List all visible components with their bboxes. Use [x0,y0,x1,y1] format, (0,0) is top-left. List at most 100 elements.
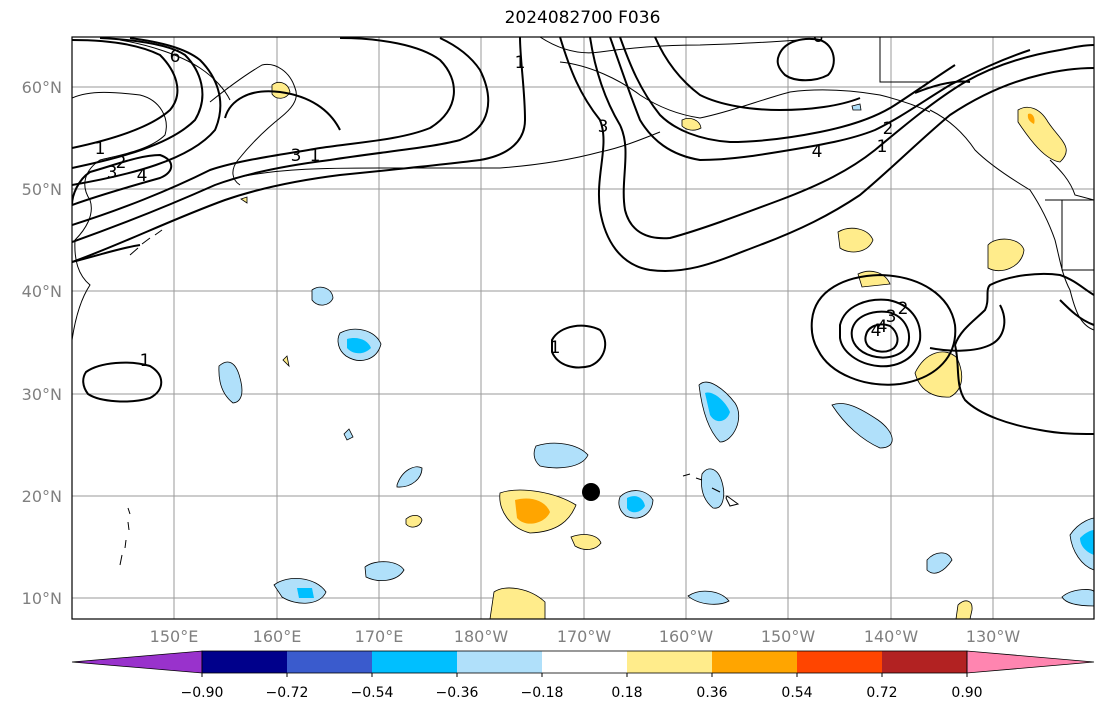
contour-line [864,323,899,353]
contour-line [72,37,455,226]
contour-line [72,37,204,169]
cool-patch [311,286,334,306]
contour-line [559,37,1094,272]
contour-label: 2 [883,119,894,139]
warm-patch [681,118,702,131]
contour-line [850,310,910,359]
contour-label: 2 [898,299,909,319]
cool-patch [687,590,730,605]
contour-line [776,37,835,82]
lon-tick-label: 160°E [253,627,302,646]
contour-label: 1 [550,338,561,358]
cool-patch [218,361,243,404]
lat-tick-label: 60°N [22,78,62,97]
contour-label: 1 [310,146,321,166]
contour-label: 3 [107,163,118,183]
storm-center-marker [582,483,600,501]
colorbar-segment [627,651,712,673]
cool-patch [396,466,423,488]
cool-core [297,588,314,598]
colorbar-tick-label: −0.72 [266,685,309,701]
contour-line [72,37,490,243]
colorbar-tick-label: 0.36 [696,685,727,701]
warm-core [1027,113,1035,124]
warm-patch [489,587,546,619]
colorbar-tick-label: −0.18 [521,685,564,701]
lon-tick-label: 180°W [454,627,509,646]
warm-patch [570,534,602,550]
contour-line [72,39,179,149]
kurile-chain [129,229,163,256]
lat-axis: 60°N 50°N 40°N 30°N 20°N 10°N [22,78,62,608]
warm-patch [955,600,973,619]
colorbar: −0.90 −0.72 −0.54 −0.36 −0.18 0.18 0.36 0.54 0.7… [71,650,1095,701]
contour-label: 6 [170,47,181,67]
contour-line [914,80,971,94]
cool-patch [831,403,893,449]
colorbar-segment [287,651,372,673]
border-line [1045,199,1094,271]
alaska-north [539,37,801,54]
contour-line [82,361,163,403]
contour-line [609,37,1031,162]
colorbar-segment [457,651,542,673]
gridlines [72,37,1094,619]
contour-line [654,37,861,112]
cool-patch [343,428,354,441]
map-title: 2024082700 F036 [504,8,661,28]
lon-axis: 150°E 160°E 170°E 180°W 170°W 160°W 150°W 140°W… [150,627,1021,646]
lon-tick-label: 160°W [659,627,714,646]
warm-patch [914,351,963,398]
lon-tick-label: 140°W [864,627,919,646]
colorbar-outline [201,650,968,674]
contour-label: 3 [886,307,897,327]
warm-patch [837,227,874,253]
lon-tick-label: 150°W [761,627,816,646]
lat-tick-label: 40°N [22,282,62,301]
cool-patch [851,103,862,111]
colorbar-tick-label: 0.54 [781,685,812,701]
contour-label: 1 [877,137,888,157]
hawaii-islands [682,473,740,507]
lon-tick-label: 170°E [355,627,404,646]
warm-patch [282,355,290,368]
warm-patch [240,196,248,204]
contour-line [72,37,222,186]
shaded-field [218,81,1094,619]
contour-line [224,90,341,131]
border-line [879,37,930,83]
colorbar-segment [202,651,287,673]
contour-label: 2 [116,153,127,173]
contour-label: 4 [137,166,148,186]
colorbar-tick-label: −0.90 [181,685,224,701]
contour-line [839,298,922,368]
contour-line [954,272,1094,346]
lat-tick-label: 10°N [22,589,62,608]
contour-label: 3 [291,146,302,166]
warm-core [515,498,550,524]
colorbar-tick-label: −0.36 [436,685,479,701]
warm-patch [405,514,423,528]
lon-tick-label: 170°W [557,627,612,646]
cool-core [347,338,371,354]
contour-label: 4 [812,142,823,162]
contour-line [619,37,956,144]
cool-patch [926,552,953,574]
warm-patch [271,81,291,99]
contour-line [929,304,1006,352]
lon-tick-label: 130°W [966,627,1021,646]
nw-us-coast [1049,159,1094,201]
contour-label: 3 [598,117,609,137]
contour-label: 6 [813,27,824,47]
colorbar-tick-label: 0.90 [951,685,982,701]
marianas-dots [119,507,131,566]
lat-tick-label: 50°N [22,180,62,199]
bc-coast [929,109,1094,331]
warm-patch [987,238,1025,272]
colorbar-tick-label: 0.18 [611,685,642,701]
contour-line [72,37,527,263]
cool-patch [533,442,589,469]
lat-tick-label: 20°N [22,487,62,506]
